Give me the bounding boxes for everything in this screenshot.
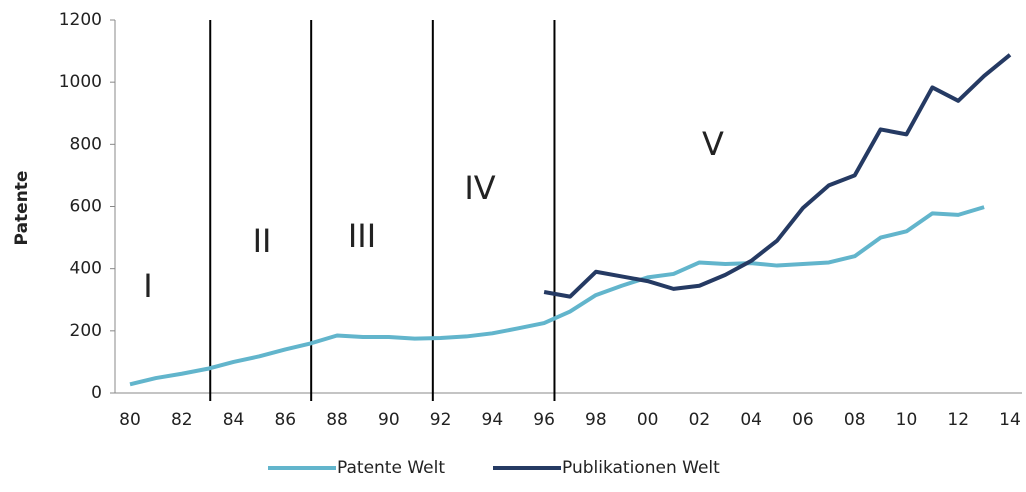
x-tick-label: 06 bbox=[792, 410, 814, 430]
y-tick-label: 600 bbox=[70, 197, 102, 217]
phase-label: IV bbox=[464, 169, 495, 207]
x-tick-label: 00 bbox=[637, 410, 659, 430]
x-tick-label: 96 bbox=[533, 410, 555, 430]
x-tick-label: 94 bbox=[482, 410, 504, 430]
y-tick-label: 400 bbox=[70, 259, 102, 279]
x-tick-label: 04 bbox=[740, 410, 762, 430]
x-tick-label: 86 bbox=[274, 410, 296, 430]
x-tick-label: 98 bbox=[585, 410, 607, 430]
y-tick-label: 1200 bbox=[59, 10, 102, 30]
phase-label: V bbox=[702, 125, 724, 163]
x-tick-label: 84 bbox=[223, 410, 245, 430]
x-tick-label: 92 bbox=[430, 410, 452, 430]
y-tick-label: 0 bbox=[91, 383, 102, 403]
legend-label: Publikationen Welt bbox=[562, 458, 720, 478]
y-tick-label: 200 bbox=[70, 321, 102, 341]
y-tick-label: 1000 bbox=[59, 72, 102, 92]
x-tick-label: 02 bbox=[689, 410, 711, 430]
legend-label: Patente Welt bbox=[337, 458, 445, 478]
x-tick-label: 90 bbox=[378, 410, 400, 430]
x-tick-label: 08 bbox=[844, 410, 866, 430]
series-line bbox=[129, 205, 985, 387]
x-tick-label: 88 bbox=[326, 410, 348, 430]
x-tick-label: 82 bbox=[171, 410, 193, 430]
x-tick-label: 12 bbox=[947, 410, 969, 430]
y-tick-label: 800 bbox=[70, 134, 102, 154]
phase-label: I bbox=[143, 267, 152, 305]
phase-label: II bbox=[253, 222, 272, 260]
y-axis-label: Patente bbox=[12, 171, 32, 246]
x-tick-label: 80 bbox=[119, 410, 141, 430]
series-line bbox=[543, 53, 1012, 299]
x-tick-label: 14 bbox=[999, 410, 1021, 430]
phase-label: III bbox=[348, 217, 376, 255]
x-tick-label: 10 bbox=[896, 410, 918, 430]
